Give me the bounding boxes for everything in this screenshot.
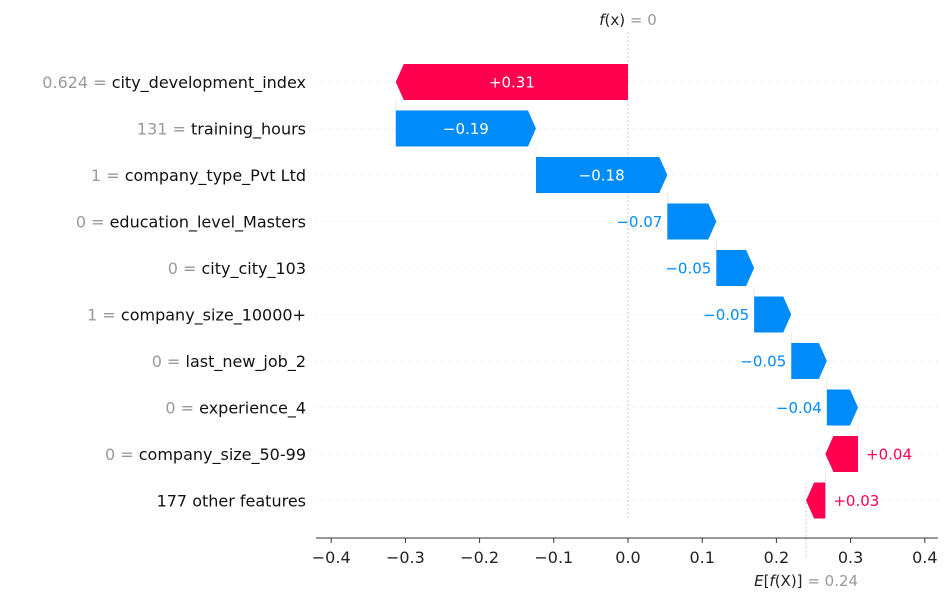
x-tick-label: 0.3 xyxy=(838,548,863,567)
bar-value-label: −0.18 xyxy=(579,167,625,185)
waterfall-bar xyxy=(754,296,792,333)
bar-value-label: −0.19 xyxy=(443,120,489,138)
waterfall-bar xyxy=(395,110,536,147)
feature-label: 177 other features xyxy=(157,492,306,511)
waterfall-bar xyxy=(395,64,628,100)
x-tick-label: −0.1 xyxy=(534,548,573,567)
bar-value-label: −0.05 xyxy=(703,306,749,324)
feature-label: 0 = city_city_103 xyxy=(168,259,306,279)
x-tick-label: 0.4 xyxy=(912,548,937,567)
x-tick-label: 0.0 xyxy=(615,548,640,567)
x-tick-label: 0.2 xyxy=(764,548,789,567)
x-tick-label: −0.4 xyxy=(312,548,351,567)
waterfall-bar xyxy=(791,343,827,379)
bar-value-label: +0.04 xyxy=(866,446,912,464)
bar-value-label: −0.04 xyxy=(776,399,822,417)
bar-value-label: +0.31 xyxy=(489,74,535,92)
waterfall-bar xyxy=(716,250,755,286)
bar-value-label: −0.07 xyxy=(616,213,662,231)
bar-value-label: −0.05 xyxy=(740,353,786,371)
feature-label: 0 = experience_4 xyxy=(165,399,306,419)
feature-label: 1 = company_type_Pvt Ltd xyxy=(91,166,306,186)
x-tick-label: −0.2 xyxy=(460,548,499,567)
x-tick-label: 0.1 xyxy=(689,548,714,567)
feature-label: 1 = company_size_10000+ xyxy=(87,306,306,326)
waterfall-bar xyxy=(826,389,859,426)
feature-label: 131 = training_hours xyxy=(137,120,306,140)
ex-label: E[f(X)] = 0.24 xyxy=(754,572,858,590)
waterfall-bar xyxy=(806,482,826,519)
feature-label: 0.624 = city_development_index xyxy=(42,73,306,93)
waterfall-bar xyxy=(667,203,717,240)
feature-label: 0 = last_new_job_2 xyxy=(152,352,306,372)
feature-label: 0 = company_size_50-99 xyxy=(105,445,306,465)
feature-label: 0 = education_level_Masters xyxy=(76,213,306,233)
waterfall-bar xyxy=(825,436,859,472)
bar-value-label: +0.03 xyxy=(833,492,879,510)
fx-label: f(x) = 0 xyxy=(599,11,657,29)
bar-value-label: −0.05 xyxy=(665,260,711,278)
waterfall-bar xyxy=(535,157,668,193)
x-tick-label: −0.3 xyxy=(386,548,425,567)
